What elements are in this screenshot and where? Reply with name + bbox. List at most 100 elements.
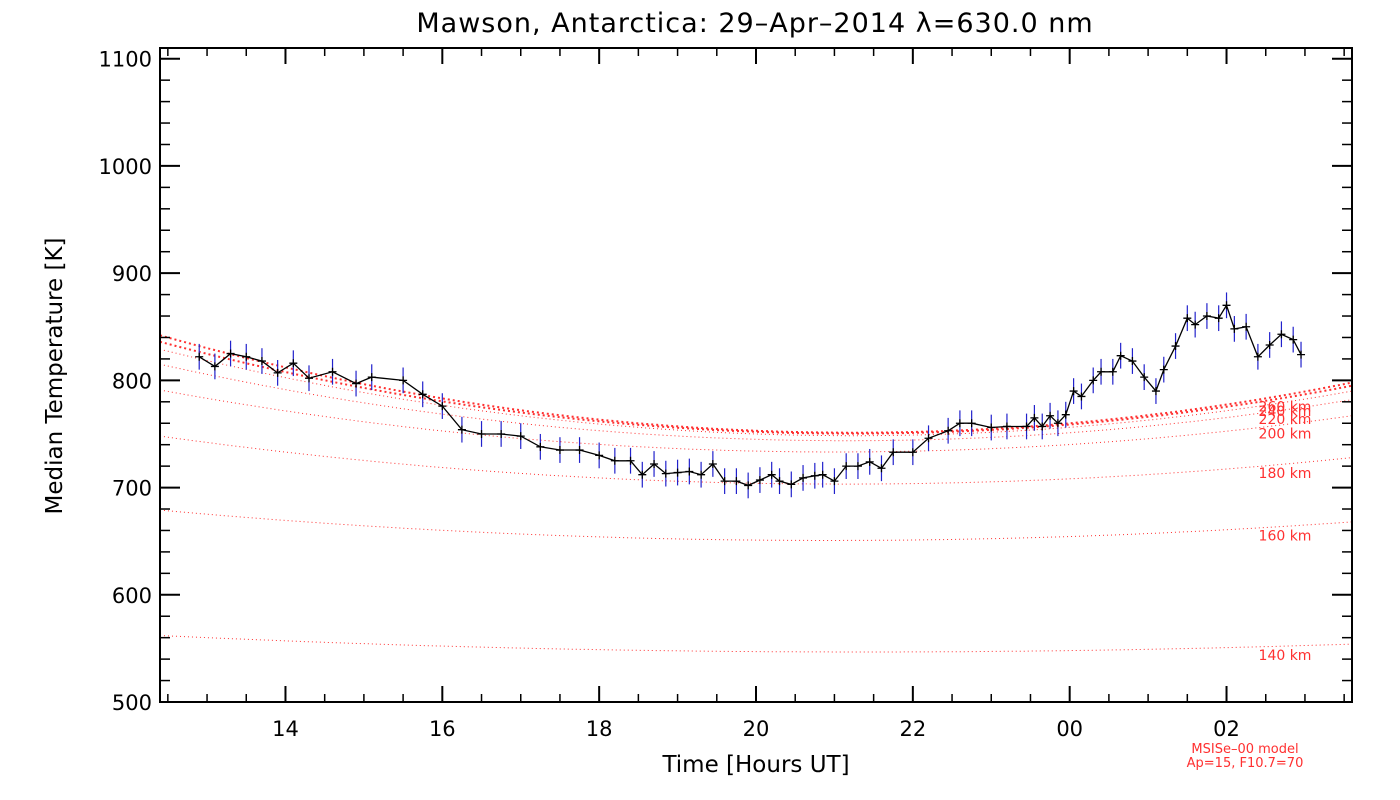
data-point: [1277, 330, 1286, 339]
y-tick-label: 900: [112, 262, 152, 286]
y-axis-label: Median Temperature [K]: [42, 238, 68, 515]
x-tick-label: 22: [899, 717, 926, 741]
x-axis-label: Time [Hours UT]: [661, 752, 849, 778]
data-point: [1183, 314, 1192, 323]
model-note-line-2: Ap=15, F10.7=70: [1187, 756, 1304, 771]
data-point: [1097, 367, 1106, 376]
data-point: [399, 376, 408, 385]
data-point: [673, 468, 682, 477]
temperature-line: [198, 303, 1302, 487]
model-curve-label: 140 km: [1259, 648, 1312, 664]
data-point: [226, 349, 235, 358]
data-point: [1128, 357, 1137, 366]
data-point: [818, 470, 827, 479]
data-point: [1242, 322, 1251, 331]
data-point: [1202, 312, 1211, 321]
data-point: [767, 470, 776, 479]
data-point: [1214, 314, 1223, 323]
data-point: [810, 471, 819, 480]
data-point: [1030, 413, 1039, 422]
data-point: [1265, 340, 1274, 349]
data-point: [626, 456, 635, 465]
y-tick-label: 1000: [99, 155, 152, 179]
data-point: [744, 481, 753, 490]
model-curve-label: 240 km: [1259, 404, 1312, 420]
data-point: [273, 368, 282, 377]
data-point: [924, 434, 933, 443]
data-point: [457, 425, 466, 434]
data-point: [438, 402, 447, 411]
chart-title: Mawson, Antarctica: 29–Apr–2014 λ=630.0 …: [416, 8, 1093, 39]
data-point: [1191, 320, 1200, 329]
data-point: [830, 477, 839, 486]
data-point: [352, 379, 361, 388]
x-tick-label: 14: [272, 717, 299, 741]
data-point: [708, 459, 717, 468]
data-point: [595, 451, 604, 460]
data-point: [799, 473, 808, 482]
plot-frame: [159, 47, 1353, 703]
data-point: [1069, 387, 1078, 396]
data-point: [732, 477, 741, 486]
data-point: [865, 457, 874, 466]
data-point: [720, 477, 729, 486]
model-curve-label: 200 km: [1259, 427, 1312, 443]
model-curve-label: 180 km: [1259, 466, 1312, 482]
data-point: [1171, 342, 1180, 351]
data-point: [257, 357, 266, 366]
data-point: [1038, 422, 1047, 431]
data-point: [575, 446, 584, 455]
data-point: [1140, 373, 1149, 382]
data-point: [889, 448, 898, 457]
x-tick-label: 00: [1056, 717, 1083, 741]
model-curve: [159, 509, 1353, 541]
data-point: [638, 470, 647, 479]
data-point: [1159, 365, 1168, 374]
data-point: [1151, 387, 1160, 396]
y-tick-label: 700: [112, 477, 152, 501]
data-point: [610, 456, 619, 465]
data-point: [328, 367, 337, 376]
data-point: [650, 459, 659, 468]
model-curve: [159, 340, 1353, 435]
data-point: [775, 477, 784, 486]
data-point: [367, 373, 376, 382]
data-point: [1253, 352, 1262, 361]
data-point: [1089, 376, 1098, 385]
data-point: [477, 429, 486, 438]
data-point: [853, 462, 862, 471]
data-point: [1022, 422, 1031, 431]
model-curve: [159, 635, 1353, 653]
y-tick-label: 500: [112, 691, 152, 715]
y-tick-label: 800: [112, 369, 152, 393]
data-point: [661, 469, 670, 478]
x-tick-label: 02: [1213, 717, 1240, 741]
y-tick-label: 1100: [99, 48, 152, 72]
data-point: [195, 352, 204, 361]
data-point: [1108, 367, 1117, 376]
x-tick-label: 16: [429, 717, 456, 741]
data-point: [1230, 324, 1239, 333]
x-tick-label: 20: [743, 717, 770, 741]
data-point: [1222, 301, 1231, 310]
model-curve-label: 220 km: [1259, 412, 1312, 428]
data-point: [877, 464, 886, 473]
model-curves: [159, 334, 1353, 653]
data-point: [755, 476, 764, 485]
data-point: [289, 359, 298, 368]
data-series: [195, 292, 1306, 499]
data-point: [1297, 350, 1306, 359]
model-curve-label: 260 km: [1259, 400, 1312, 416]
data-point: [516, 432, 525, 441]
data-point: [1289, 335, 1298, 344]
data-point: [944, 426, 953, 435]
model-curve: [159, 363, 1353, 442]
data-point: [1002, 422, 1011, 431]
data-point: [697, 470, 706, 479]
data-point: [967, 419, 976, 428]
data-point: [1061, 410, 1070, 419]
data-point: [1046, 411, 1055, 420]
data-point: [210, 362, 219, 371]
